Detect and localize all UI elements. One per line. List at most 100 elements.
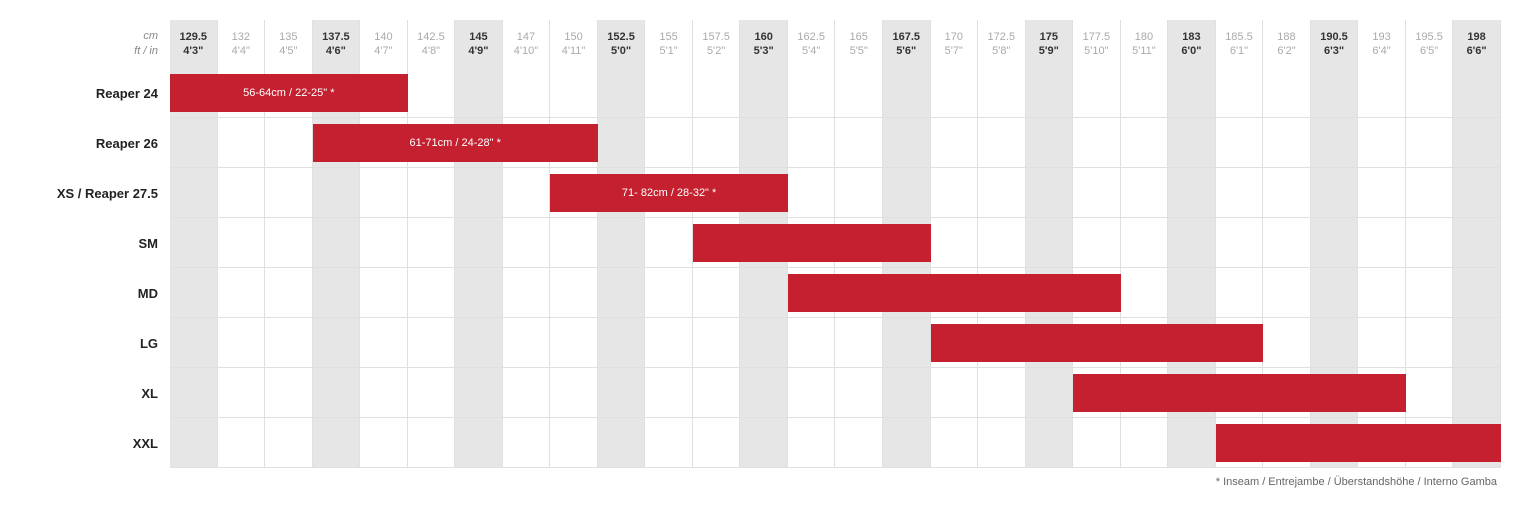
range-bar — [1216, 424, 1501, 462]
header-ft: 5'7" — [931, 44, 978, 58]
grid-cell — [360, 218, 408, 268]
size-row-label: XL — [20, 368, 170, 418]
grid-cell — [313, 318, 361, 368]
header-columns: 129.54'3"1324'4"1354'5"137.54'6"1404'7"1… — [170, 20, 1501, 68]
grid-cell — [455, 368, 503, 418]
footnote: * Inseam / Entrejambe / Überstandshöhe /… — [20, 468, 1501, 488]
range-bar: 61-71cm / 24-28" * — [313, 124, 598, 162]
header-col: 162.55'4" — [788, 20, 836, 68]
grid-cell — [598, 268, 646, 318]
header-cm: 183 — [1168, 30, 1215, 44]
grid-cell — [788, 118, 836, 168]
grid-cell — [265, 218, 313, 268]
grid-cell — [931, 368, 979, 418]
grid-cell — [265, 368, 313, 418]
header-col: 1504'11" — [550, 20, 598, 68]
grid-cell — [1311, 118, 1359, 168]
grid-cell — [1121, 168, 1169, 218]
grid-cell — [1121, 218, 1169, 268]
grid-cell — [978, 168, 1026, 218]
grid-cell — [503, 418, 551, 468]
grid-cell — [740, 318, 788, 368]
grid-cell — [883, 318, 931, 368]
grid-cell — [835, 168, 883, 218]
size-row: SM — [20, 218, 1501, 268]
grid-cell — [265, 318, 313, 368]
grid-cell — [1121, 418, 1169, 468]
range-bar — [693, 224, 931, 262]
header-col: 1986'6" — [1453, 20, 1501, 68]
header-ft: 5'8" — [978, 44, 1025, 58]
size-row: LG — [20, 318, 1501, 368]
header-cm: 137.5 — [313, 30, 360, 44]
grid-cell — [218, 268, 266, 318]
header-ft: 4'5" — [265, 44, 312, 58]
grid-cell — [1026, 68, 1074, 118]
grid-cell — [693, 118, 741, 168]
header-ft: 6'6" — [1453, 44, 1500, 58]
header-cm: 150 — [550, 30, 597, 44]
grid-cell — [645, 68, 693, 118]
size-row-label: MD — [20, 268, 170, 318]
header-col: 1836'0" — [1168, 20, 1216, 68]
units-label: cm ft / in — [20, 20, 170, 68]
grid-cell — [1453, 268, 1501, 318]
grid-cell — [1311, 168, 1359, 218]
header-col: 1886'2" — [1263, 20, 1311, 68]
grid-cell — [1406, 218, 1454, 268]
grid-cell — [788, 418, 836, 468]
header-col: 142.54'8" — [408, 20, 456, 68]
header-cm: 162.5 — [788, 30, 835, 44]
grid-cell — [360, 318, 408, 368]
grid-cell — [1311, 218, 1359, 268]
header-cm: 175 — [1026, 30, 1073, 44]
header-col: 1655'5" — [835, 20, 883, 68]
grid-cell — [218, 318, 266, 368]
grid-cell — [740, 418, 788, 468]
header-cm: 129.5 — [170, 30, 217, 44]
grid-cell — [931, 418, 979, 468]
grid-cell — [598, 118, 646, 168]
grid-cell — [170, 418, 218, 468]
header-col: 1354'5" — [265, 20, 313, 68]
header-cm: 188 — [1263, 30, 1310, 44]
header-col: 1605'3" — [740, 20, 788, 68]
header-cm: 172.5 — [978, 30, 1025, 44]
header-ft: 5'3" — [740, 44, 787, 58]
grid-cell — [978, 368, 1026, 418]
header-ft: 4'9" — [455, 44, 502, 58]
header-col: 195.56'5" — [1406, 20, 1454, 68]
grid-cell — [883, 368, 931, 418]
grid-cell — [455, 268, 503, 318]
header-ft: 4'6" — [313, 44, 360, 58]
grid-cell — [788, 318, 836, 368]
header-col: 1805'11" — [1121, 20, 1169, 68]
header-ft: 4'11" — [550, 44, 597, 58]
header-cm: 190.5 — [1311, 30, 1358, 44]
header-ft: 6'3" — [1311, 44, 1358, 58]
header-col: 185.56'1" — [1216, 20, 1264, 68]
header-cm: 155 — [645, 30, 692, 44]
header-ft: 5'9" — [1026, 44, 1073, 58]
grid-cell — [170, 318, 218, 368]
grid-cell — [598, 218, 646, 268]
grid-cell — [170, 168, 218, 218]
grid-cell — [1216, 68, 1264, 118]
grid-cell — [408, 318, 456, 368]
grid-cell — [1216, 218, 1264, 268]
grid-cell — [1453, 218, 1501, 268]
grid-cell — [931, 118, 979, 168]
grid-cell — [313, 218, 361, 268]
grid-cell — [1026, 168, 1074, 218]
grid-cell — [550, 318, 598, 368]
grid-cell — [265, 418, 313, 468]
grid-cell — [218, 418, 266, 468]
header-cm: 193 — [1358, 30, 1405, 44]
grid-cell — [1453, 368, 1501, 418]
grid-cell — [408, 168, 456, 218]
header-ft: 4'10" — [503, 44, 550, 58]
grid-cell — [645, 318, 693, 368]
range-bar: 56-64cm / 22-25" * — [170, 74, 408, 112]
header-col: 1705'7" — [931, 20, 979, 68]
grid-cell — [931, 218, 979, 268]
